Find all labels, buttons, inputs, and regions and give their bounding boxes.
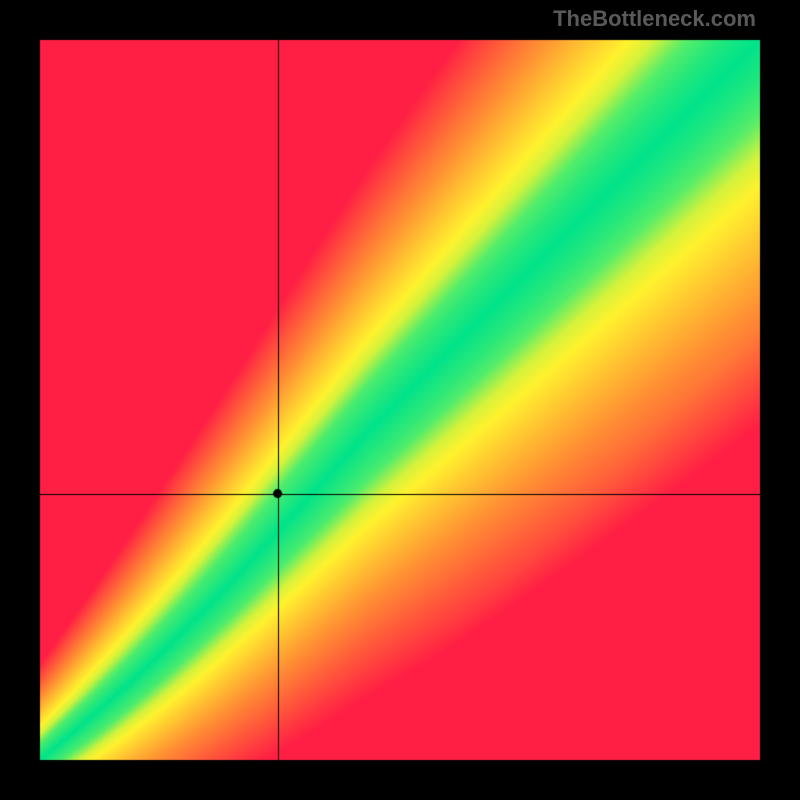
chart-container: TheBottleneck.com — [0, 0, 800, 800]
watermark-text: TheBottleneck.com — [553, 6, 756, 32]
bottleneck-heatmap — [0, 0, 800, 800]
